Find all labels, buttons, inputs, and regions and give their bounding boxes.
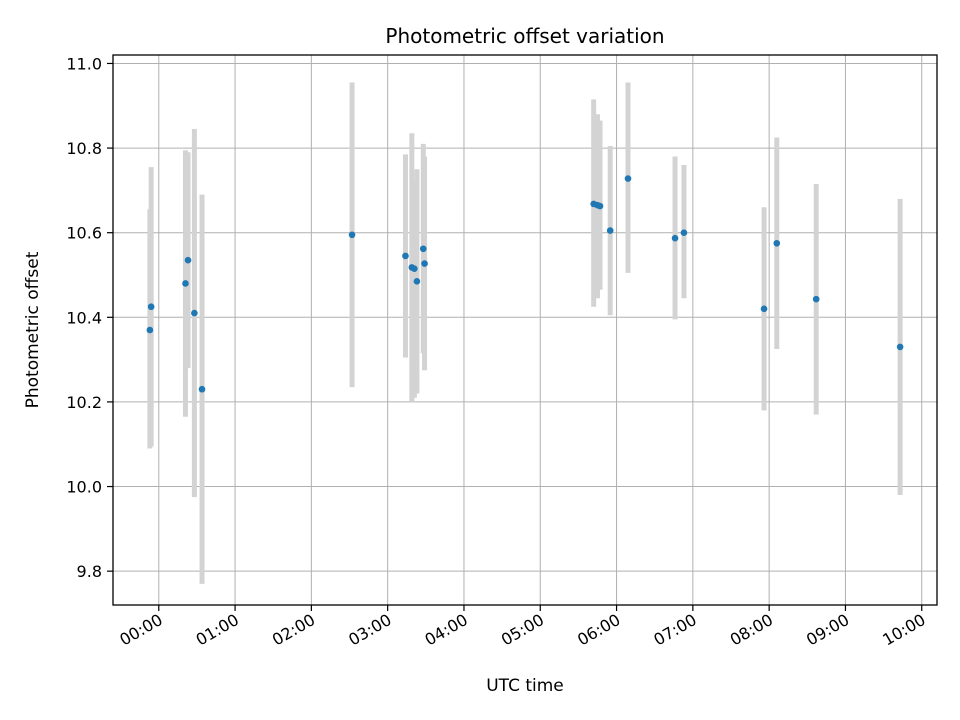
data-point: [182, 280, 189, 287]
point-layer: [146, 175, 904, 393]
chart-title: Photometric offset variation: [385, 24, 664, 48]
y-tick-label: 9.8: [77, 562, 102, 581]
data-point: [147, 303, 155, 311]
data-point: [596, 202, 604, 210]
data-point: [671, 234, 679, 242]
data-point: [812, 295, 820, 303]
data-point: [421, 260, 428, 267]
data-point: [191, 309, 198, 317]
y-tick-label: 10.2: [66, 393, 102, 412]
plot-frame: [112, 54, 938, 606]
data-point: [419, 245, 427, 253]
data-point: [184, 256, 192, 264]
data-point: [348, 231, 356, 239]
data-point: [896, 343, 904, 351]
data-point: [680, 229, 688, 236]
data-point: [773, 239, 781, 247]
y-axis-title: Photometric offset: [23, 251, 43, 408]
data-point: [411, 265, 418, 272]
data-point: [402, 252, 409, 260]
y-tick-label: 10.8: [66, 139, 102, 158]
data-point: [606, 227, 614, 234]
data-point: [413, 278, 421, 285]
x-axis-title: UTC time: [486, 676, 564, 696]
data-point: [624, 175, 632, 182]
grid-layer: [113, 55, 937, 605]
y-tick-label: 10.0: [66, 478, 102, 497]
y-tick-label: 10.6: [66, 224, 102, 243]
data-point: [198, 385, 206, 393]
y-tick-label: 10.4: [66, 308, 102, 327]
data-point: [146, 326, 154, 334]
y-tick-label: 11.0: [66, 54, 102, 73]
data-point: [760, 305, 768, 313]
